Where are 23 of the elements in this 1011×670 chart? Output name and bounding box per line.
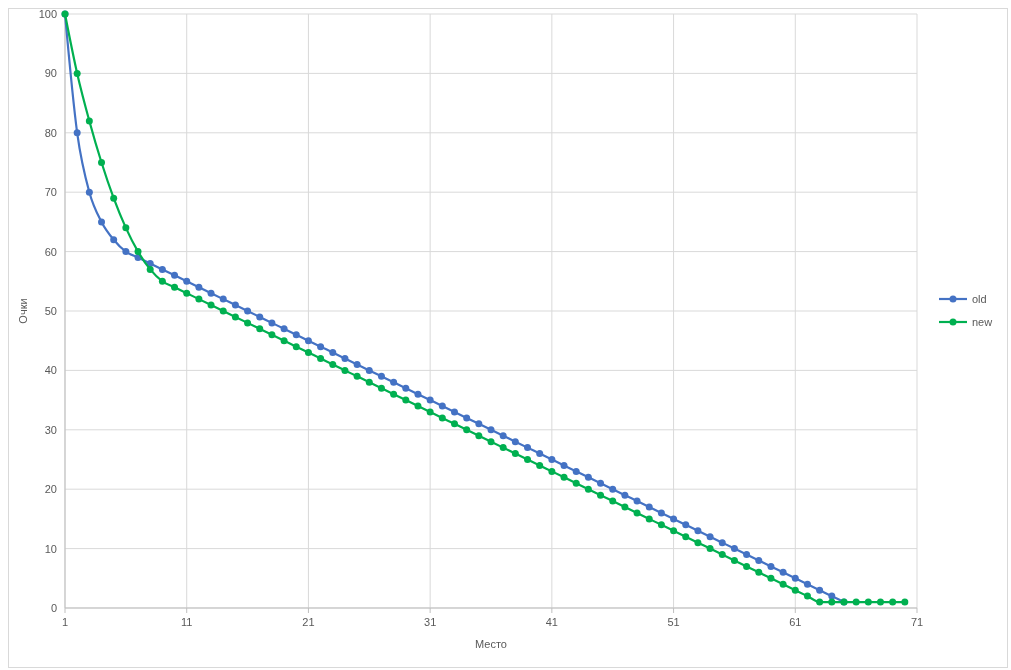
x-axis-title: Место [475,638,507,650]
x-tick-label: 41 [545,616,558,628]
x-tick-label: 21 [302,616,315,628]
y-tick-label: 10 [44,542,57,555]
y-tick-label: 70 [44,186,57,199]
x-tick-label: 51 [667,616,680,628]
y-tick-label: 50 [44,305,57,317]
y-tick-label: 90 [44,67,57,80]
y-tick-label: 30 [44,423,57,436]
x-tick-label: 71 [910,616,924,628]
y-tick-label: 0 [50,602,57,614]
x-tick-label: 1 [61,616,69,628]
x-tick-label: 61 [789,616,802,628]
y-tick-label: 20 [44,483,57,496]
legend-label: old [972,293,987,305]
y-tick-label: 80 [44,126,57,139]
x-tick-label: 31 [424,616,437,628]
y-axis-title: Очки [17,298,29,324]
y-tick-label: 40 [44,364,57,377]
x-tick-label: 11 [181,616,193,628]
y-tick-label: 60 [44,245,57,258]
legend-label: new [972,316,993,328]
y-tick-label: 100 [38,8,57,20]
